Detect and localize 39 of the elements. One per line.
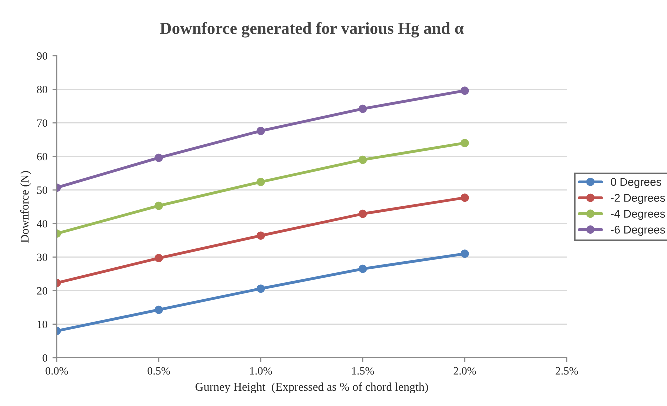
y-tick-label: 50: [38, 186, 48, 194]
x-tick-label: 1.0%: [250, 367, 272, 375]
point: [256, 127, 266, 136]
point: [460, 250, 470, 258]
point: [460, 194, 470, 202]
legend-label: 0 Degrees: [611, 178, 662, 188]
point: [256, 178, 266, 186]
point: [256, 232, 266, 240]
x-tick-label: 2.0%: [454, 367, 476, 375]
point: [154, 254, 164, 263]
point: [358, 104, 368, 114]
y-tick-label: 60: [37, 153, 48, 161]
x-tick-label: 1.5%: [352, 367, 374, 375]
y-tick-label: 20: [37, 287, 48, 295]
y-tick-label: 90: [37, 52, 48, 60]
point: [358, 210, 368, 218]
x-tick-label: 0.0%: [46, 367, 68, 375]
point: [154, 154, 164, 162]
point: [358, 156, 368, 164]
y-tick-label: 30: [37, 254, 48, 262]
point: [154, 202, 164, 210]
legend-label: -4 Degrees: [611, 210, 666, 220]
point: [256, 284, 266, 294]
y-tick-label: 10: [38, 320, 48, 328]
legend-label: -6 Degrees: [611, 226, 666, 236]
chart-title: Downforce generated for various Hg and α: [160, 22, 464, 38]
x-axis-title: Gurney Height (Expressed as % of chord length): [196, 382, 428, 394]
point: [460, 86, 470, 96]
point: [460, 139, 470, 148]
y-tick-label: 80: [37, 86, 48, 94]
legend-label: -2 Degrees: [611, 194, 666, 204]
point: [154, 306, 164, 314]
x-tick-label: 2.5%: [556, 367, 578, 375]
y-tick-label: 70: [38, 120, 48, 128]
y-tick-label: 0: [42, 354, 48, 362]
y-axis-title: Downforce (N): [20, 171, 32, 243]
point: [358, 264, 368, 274]
x-tick-label: 0.5%: [148, 367, 170, 375]
y-tick-label: 40: [37, 220, 48, 228]
